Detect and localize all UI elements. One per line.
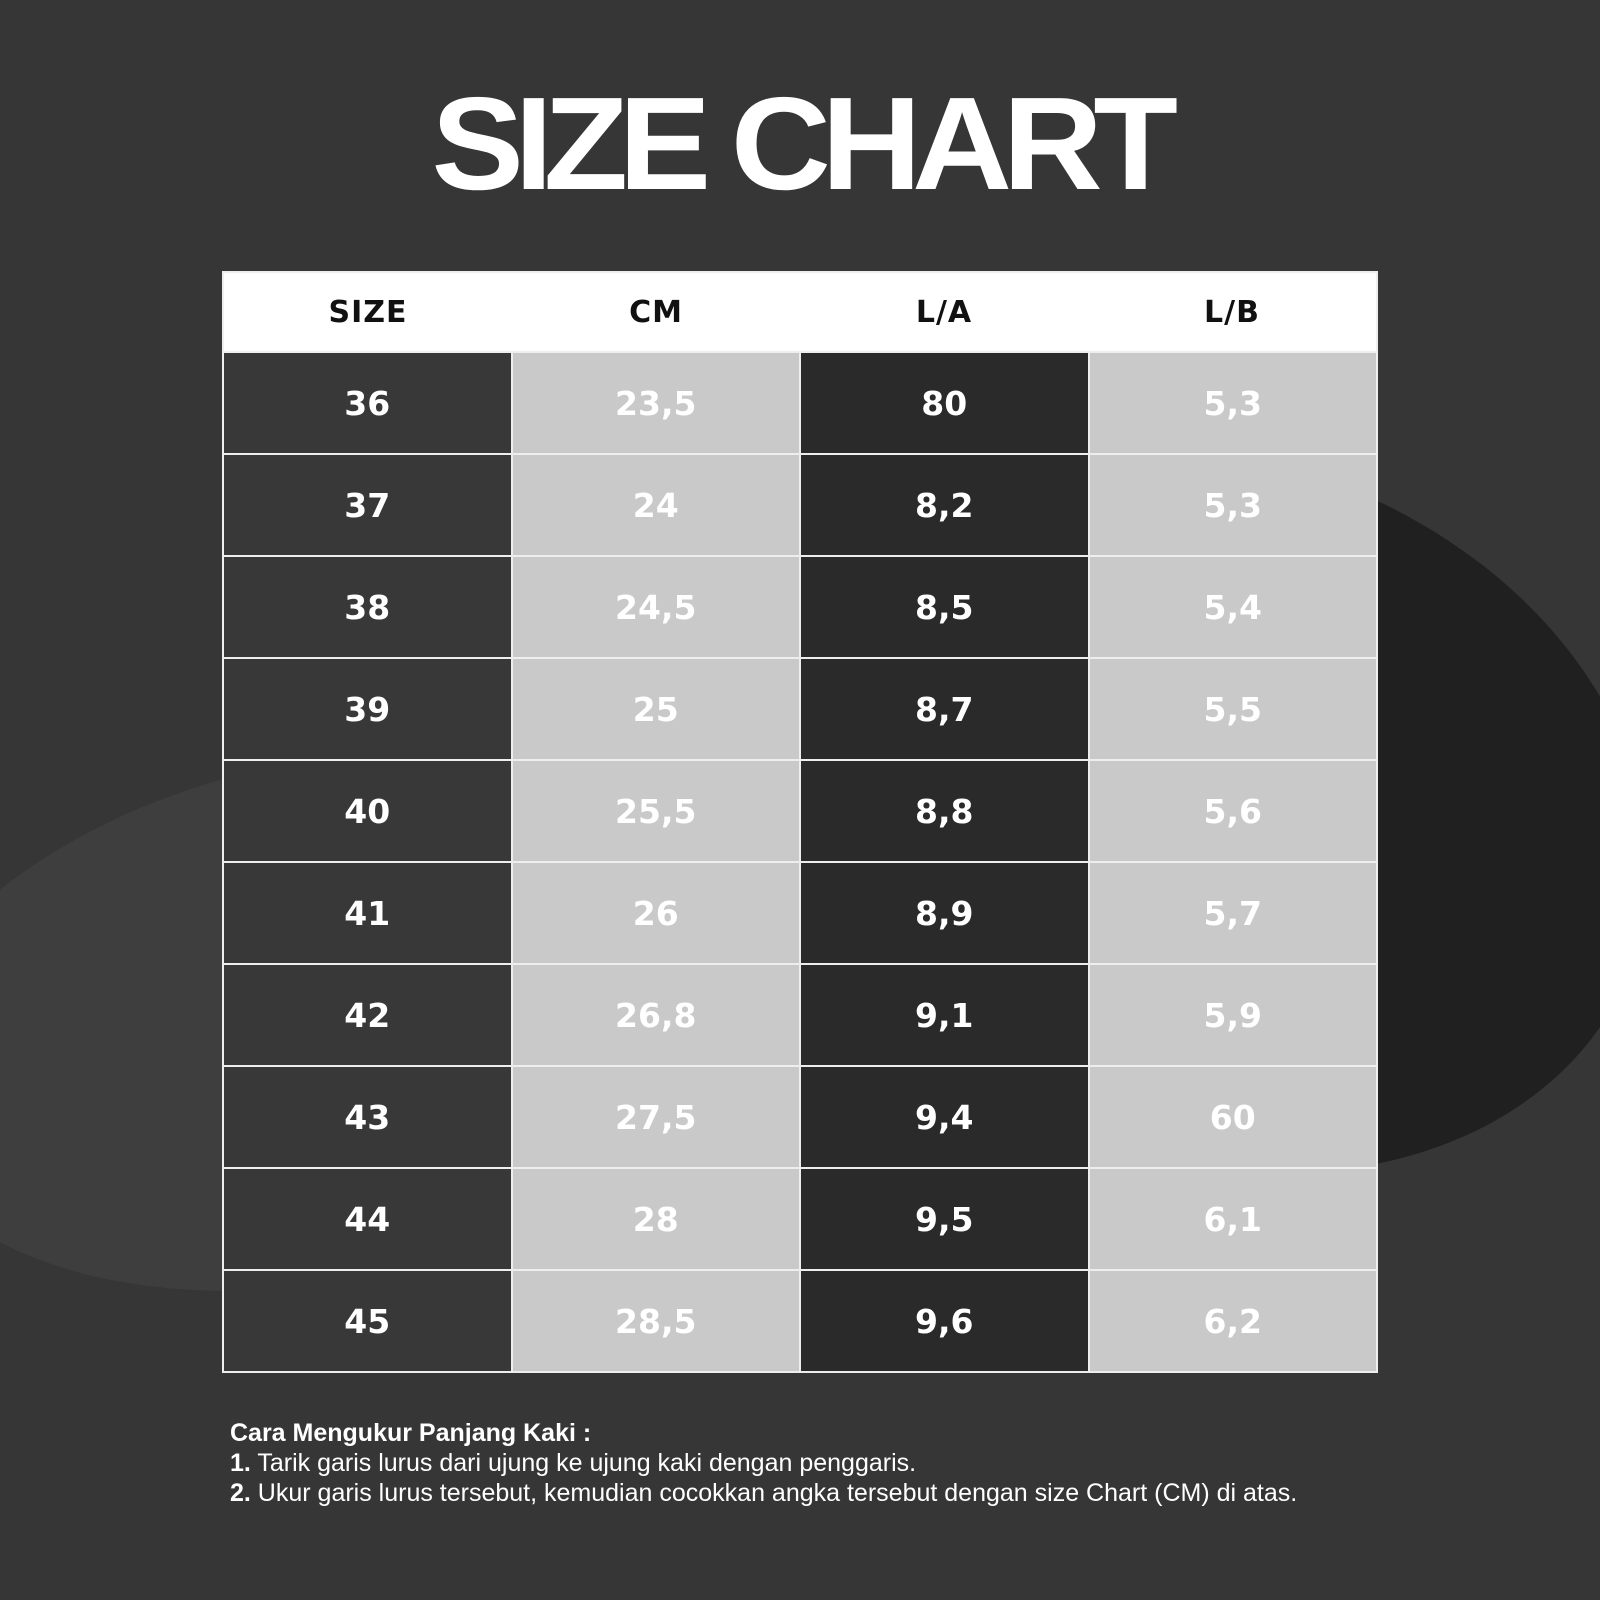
table-row: 44 28 9,5 6,1 — [224, 1169, 1376, 1269]
cell-la: 8,8 — [801, 761, 1088, 861]
cell-lb: 5,3 — [1089, 353, 1376, 453]
cell-cm: 27,5 — [512, 1067, 799, 1167]
table-row: 38 24,5 8,5 5,4 — [224, 557, 1376, 657]
header-cm: CM — [629, 294, 683, 330]
cell-size: 41 — [224, 863, 511, 963]
cell-size: 36 — [224, 353, 511, 453]
cell-cm: 26 — [512, 863, 799, 963]
cell-size: 45 — [224, 1271, 511, 1371]
cell-cm: 26,8 — [512, 965, 799, 1065]
table-row: 40 25,5 8,8 5,6 — [224, 761, 1376, 861]
table-row: 36 23,5 80 5,3 — [224, 353, 1376, 453]
cell-cm: 28,5 — [512, 1271, 799, 1371]
cell-lb: 5,7 — [1089, 863, 1376, 963]
measuring-notes: Cara Mengukur Panjang Kaki : 1. Tarik ga… — [230, 1418, 1297, 1508]
cell-lb: 5,5 — [1089, 659, 1376, 759]
cell-la: 9,4 — [801, 1067, 1088, 1167]
note-step: 1. Tarik garis lurus dari ujung ke ujung… — [230, 1449, 917, 1477]
cell-lb: 5,6 — [1089, 761, 1376, 861]
table-row: 37 24 8,2 5,3 — [224, 455, 1376, 555]
cell-la: 8,5 — [801, 557, 1088, 657]
cell-size: 40 — [224, 761, 511, 861]
note-step: 2. Ukur garis lurus tersebut, kemudian c… — [230, 1479, 1298, 1507]
cell-size: 42 — [224, 965, 511, 1065]
cell-cm: 28 — [512, 1169, 799, 1269]
cell-size: 39 — [224, 659, 511, 759]
cell-lb: 5,4 — [1089, 557, 1376, 657]
cell-la: 9,1 — [801, 965, 1088, 1065]
cell-la: 9,5 — [801, 1169, 1088, 1269]
table-row: 41 26 8,9 5,7 — [224, 863, 1376, 963]
table-row: 42 26,8 9,1 5,9 — [224, 965, 1376, 1065]
header-size: SIZE — [328, 294, 408, 330]
table-row: 43 27,5 9,4 60 — [224, 1067, 1376, 1167]
cell-lb: 60 — [1089, 1067, 1376, 1167]
header-lb: L/B — [1204, 294, 1260, 330]
cell-la: 8,7 — [801, 659, 1088, 759]
cell-la: 9,6 — [801, 1271, 1088, 1371]
table-header: SIZE CM L/A L/B — [224, 273, 1376, 351]
cell-la: 80 — [801, 353, 1088, 453]
cell-cm: 24 — [512, 455, 799, 555]
cell-lb: 5,3 — [1089, 455, 1376, 555]
cell-cm: 23,5 — [512, 353, 799, 453]
cell-cm: 25,5 — [512, 761, 799, 861]
cell-lb: 6,1 — [1089, 1169, 1376, 1269]
size-table: SIZE CM L/A L/B 36 23,5 80 5,3 37 24 8,2 5,3 38 2… — [222, 271, 1378, 1373]
cell-lb: 6,2 — [1089, 1271, 1376, 1371]
header-la: L/A — [915, 294, 973, 330]
cell-size: 43 — [224, 1067, 511, 1167]
table-row: 39 25 8,7 5,5 — [224, 659, 1376, 759]
cell-la: 8,2 — [801, 455, 1088, 555]
cell-la: 8,9 — [801, 863, 1088, 963]
cell-cm: 25 — [512, 659, 799, 759]
table-row: 45 28,5 9,6 6,2 — [224, 1271, 1376, 1371]
cell-size: 37 — [224, 455, 511, 555]
cell-size: 44 — [224, 1169, 511, 1269]
cell-lb: 5,9 — [1089, 965, 1376, 1065]
page-title: SIZE CHART — [431, 70, 1178, 217]
notes-heading: Cara Mengukur Panjang Kaki : — [230, 1419, 592, 1447]
cell-cm: 24,5 — [512, 557, 799, 657]
cell-size: 38 — [224, 557, 511, 657]
